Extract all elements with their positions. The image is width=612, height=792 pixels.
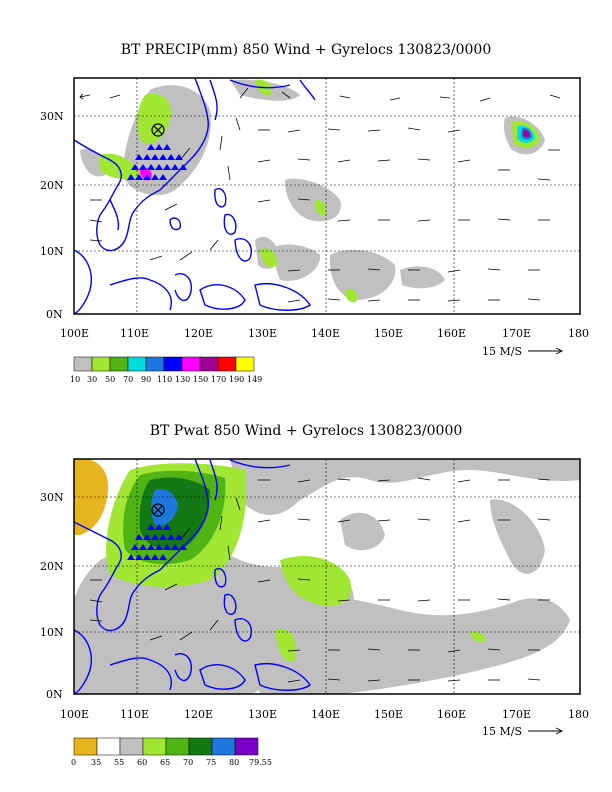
lon-label: 150E (374, 708, 403, 721)
lon-label: 100E (60, 708, 89, 721)
gyre-center-marker (151, 123, 165, 137)
lon-label: 130E (248, 708, 277, 721)
svg-text:60: 60 (137, 758, 147, 767)
lon-label: 110E (120, 327, 149, 340)
lon-label: 180 (568, 327, 589, 340)
lat-label: 0N (46, 308, 63, 321)
svg-text:90: 90 (141, 375, 151, 384)
svg-text:50: 50 (105, 375, 115, 384)
gyre-center-marker (151, 503, 165, 517)
svg-text:75: 75 (206, 758, 216, 767)
svg-text:80: 80 (229, 758, 239, 767)
lon-label: 120E (184, 708, 213, 721)
panel1-axes: 30N 20N 10N 0N 100E 110E 120E 130E 140E … (40, 110, 589, 358)
svg-text:79.55: 79.55 (249, 758, 272, 767)
wind-scale-arrow (528, 347, 564, 355)
svg-text:70: 70 (123, 375, 133, 384)
panel2-title: BT Pwat 850 Wind + Gyrelocs 130823/0000 (149, 423, 463, 439)
panel2-legend: 0 35 55 60 65 70 75 80 79.55 (71, 737, 272, 767)
lon-label: 140E (311, 708, 340, 721)
lon-label: 160E (437, 708, 466, 721)
lon-label: 140E (311, 327, 340, 340)
svg-text:10: 10 (70, 375, 80, 384)
svg-text:0: 0 (71, 758, 76, 767)
panel1-map (73, 77, 581, 315)
lon-label: 160E (437, 327, 466, 340)
lon-label: 120E (184, 327, 213, 340)
lat-label: 30N (40, 491, 64, 504)
panel2-map (73, 458, 581, 695)
svg-text:150: 150 (193, 375, 208, 384)
lat-label: 0N (46, 688, 63, 701)
svg-text:170: 170 (211, 375, 226, 384)
svg-text:65: 65 (160, 758, 170, 767)
panel1-legend: 10 30 50 70 90 110 130 150 170 190 149 (70, 356, 262, 384)
lon-label: 170E (502, 327, 531, 340)
panel2-axes: 30N 20N 10N 0N 100E 110E 120E 130E 140E … (40, 491, 589, 738)
lat-label: 20N (40, 560, 64, 573)
lon-label: 150E (374, 327, 403, 340)
lon-label: 170E (502, 708, 531, 721)
svg-text:130: 130 (175, 375, 190, 384)
lat-label: 10N (40, 626, 64, 639)
lon-label: 180 (568, 708, 589, 721)
svg-text:149: 149 (247, 375, 262, 384)
svg-text:55: 55 (114, 758, 124, 767)
wind-scale-label: 15 M/S (482, 725, 522, 738)
svg-text:190: 190 (229, 375, 244, 384)
panel1-title: BT PRECIP(mm) 850 Wind + Gyrelocs 130823… (120, 42, 492, 58)
lat-label: 30N (40, 110, 64, 123)
wind-scale-arrow (528, 727, 564, 735)
lat-label: 20N (40, 179, 64, 192)
svg-text:110: 110 (157, 375, 172, 384)
svg-text:70: 70 (183, 758, 193, 767)
lon-label: 100E (60, 327, 89, 340)
lat-label: 10N (40, 245, 64, 258)
lon-label: 110E (120, 708, 149, 721)
svg-text:30: 30 (87, 375, 97, 384)
wind-scale-label: 15 M/S (482, 345, 522, 358)
svg-text:35: 35 (91, 758, 101, 767)
lon-label: 130E (248, 327, 277, 340)
